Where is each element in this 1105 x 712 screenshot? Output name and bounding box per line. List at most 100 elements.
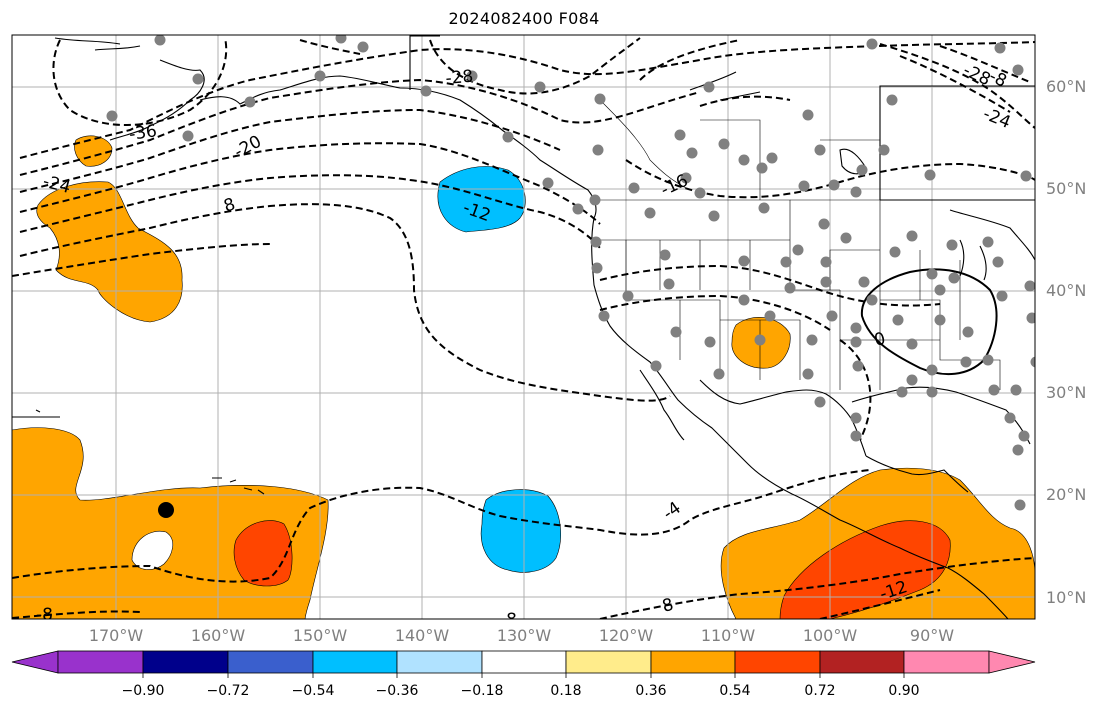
shade-white-hole bbox=[131, 530, 174, 570]
station-dot bbox=[802, 368, 814, 380]
station-dot bbox=[828, 179, 840, 191]
colorbar-tick-label: −0.72 bbox=[206, 683, 250, 699]
station-dot bbox=[934, 284, 946, 296]
station-dot bbox=[1018, 430, 1030, 442]
station-dot bbox=[962, 326, 974, 338]
longitude-label: 170°W bbox=[88, 626, 144, 645]
station-dot bbox=[852, 360, 864, 372]
station-dot bbox=[766, 152, 778, 164]
station-dot bbox=[674, 129, 686, 141]
station-dot bbox=[806, 334, 818, 346]
station-dot bbox=[926, 364, 938, 376]
station-dot bbox=[994, 42, 1006, 54]
longitude-label: 140°W bbox=[394, 626, 450, 645]
station-dot bbox=[594, 93, 606, 105]
shade-blue-north bbox=[437, 166, 526, 233]
station-dot bbox=[758, 202, 770, 214]
latitude-label: 30°N bbox=[1046, 383, 1087, 402]
colorbar-tick-label: 0.36 bbox=[635, 683, 667, 699]
station-dot bbox=[802, 109, 814, 121]
station-dot bbox=[592, 144, 604, 156]
colorbar-tick-label: −0.18 bbox=[460, 683, 504, 699]
longitude-label: 110°W bbox=[700, 626, 756, 645]
station-dot bbox=[906, 338, 918, 350]
station-dot bbox=[850, 430, 862, 442]
station-dot bbox=[926, 386, 938, 398]
contour-zero bbox=[860, 268, 998, 376]
contour-label: -8 bbox=[36, 605, 53, 625]
colorbar-tick-label: 0.72 bbox=[804, 683, 836, 699]
station-dot bbox=[314, 70, 326, 82]
latitude-label: 60°N bbox=[1046, 77, 1087, 96]
station-dot bbox=[814, 396, 826, 408]
station-dot bbox=[754, 334, 766, 346]
station-dot bbox=[1020, 170, 1032, 182]
shade-red-southwest bbox=[233, 520, 293, 587]
station-dot bbox=[850, 186, 862, 198]
station-dot bbox=[622, 290, 634, 302]
station-dot bbox=[820, 276, 832, 288]
station-dot bbox=[784, 282, 796, 294]
colorbar-segment bbox=[650, 650, 736, 674]
station-dot bbox=[680, 172, 692, 184]
latitude-label: 20°N bbox=[1046, 485, 1087, 504]
station-dot bbox=[840, 232, 852, 244]
station-dot bbox=[818, 218, 830, 230]
station-dot bbox=[856, 164, 868, 176]
longitude-label: 100°W bbox=[802, 626, 858, 645]
station-dot bbox=[703, 81, 715, 93]
station-dot bbox=[886, 94, 898, 106]
station-dot bbox=[866, 294, 878, 306]
colorbar-segment bbox=[396, 650, 483, 674]
contour-label: 0 bbox=[872, 329, 888, 351]
station-dot bbox=[542, 177, 554, 189]
station-dot bbox=[718, 138, 730, 150]
coastlines bbox=[12, 35, 1035, 619]
colorbar-segment bbox=[481, 650, 567, 674]
station-dot bbox=[892, 314, 904, 326]
station-dot bbox=[906, 374, 918, 386]
station-dot bbox=[756, 162, 768, 174]
station-dot bbox=[686, 147, 698, 159]
grid-lines bbox=[12, 35, 1035, 619]
station-dot bbox=[704, 336, 716, 348]
station-dot bbox=[663, 278, 675, 290]
station-dot bbox=[590, 236, 602, 248]
station-dot bbox=[798, 180, 810, 192]
station-dot bbox=[878, 144, 890, 156]
station-dot bbox=[659, 249, 671, 261]
station-dots bbox=[106, 35, 1035, 511]
station-dot bbox=[858, 276, 870, 288]
colorbar-tick-label: −0.90 bbox=[121, 683, 165, 699]
colorbar-segment bbox=[565, 650, 652, 674]
station-dot bbox=[924, 169, 936, 181]
shade-red-central-america bbox=[779, 520, 951, 619]
colorbar-segment bbox=[142, 650, 229, 674]
shade-blue-south bbox=[480, 489, 561, 573]
station-dot bbox=[534, 81, 546, 93]
station-dot bbox=[906, 230, 918, 242]
station-dot bbox=[820, 256, 832, 268]
station-dot bbox=[982, 236, 994, 248]
contour-label: 8 bbox=[660, 595, 676, 617]
large-black-marker bbox=[158, 502, 174, 518]
station-dot bbox=[1010, 384, 1022, 396]
station-dot bbox=[644, 207, 656, 219]
station-dot bbox=[738, 294, 750, 306]
station-dot bbox=[572, 203, 584, 215]
station-dot bbox=[708, 210, 720, 222]
station-dot bbox=[106, 110, 118, 122]
station-dot bbox=[896, 386, 908, 398]
station-dot bbox=[1014, 499, 1026, 511]
station-dot bbox=[1004, 412, 1016, 424]
map-panel: -36 -28 -28 -24 -24 -20 -16 -12 -8 -8 -8… bbox=[12, 35, 1035, 630]
station-dot bbox=[628, 182, 640, 194]
shading-layer bbox=[12, 135, 1035, 619]
contour-label: -8 bbox=[500, 610, 517, 630]
colorbar-segment bbox=[903, 650, 990, 674]
station-dot bbox=[335, 35, 347, 44]
longitude-label: 150°W bbox=[292, 626, 348, 645]
station-dot bbox=[670, 326, 682, 338]
station-dot bbox=[889, 246, 901, 258]
